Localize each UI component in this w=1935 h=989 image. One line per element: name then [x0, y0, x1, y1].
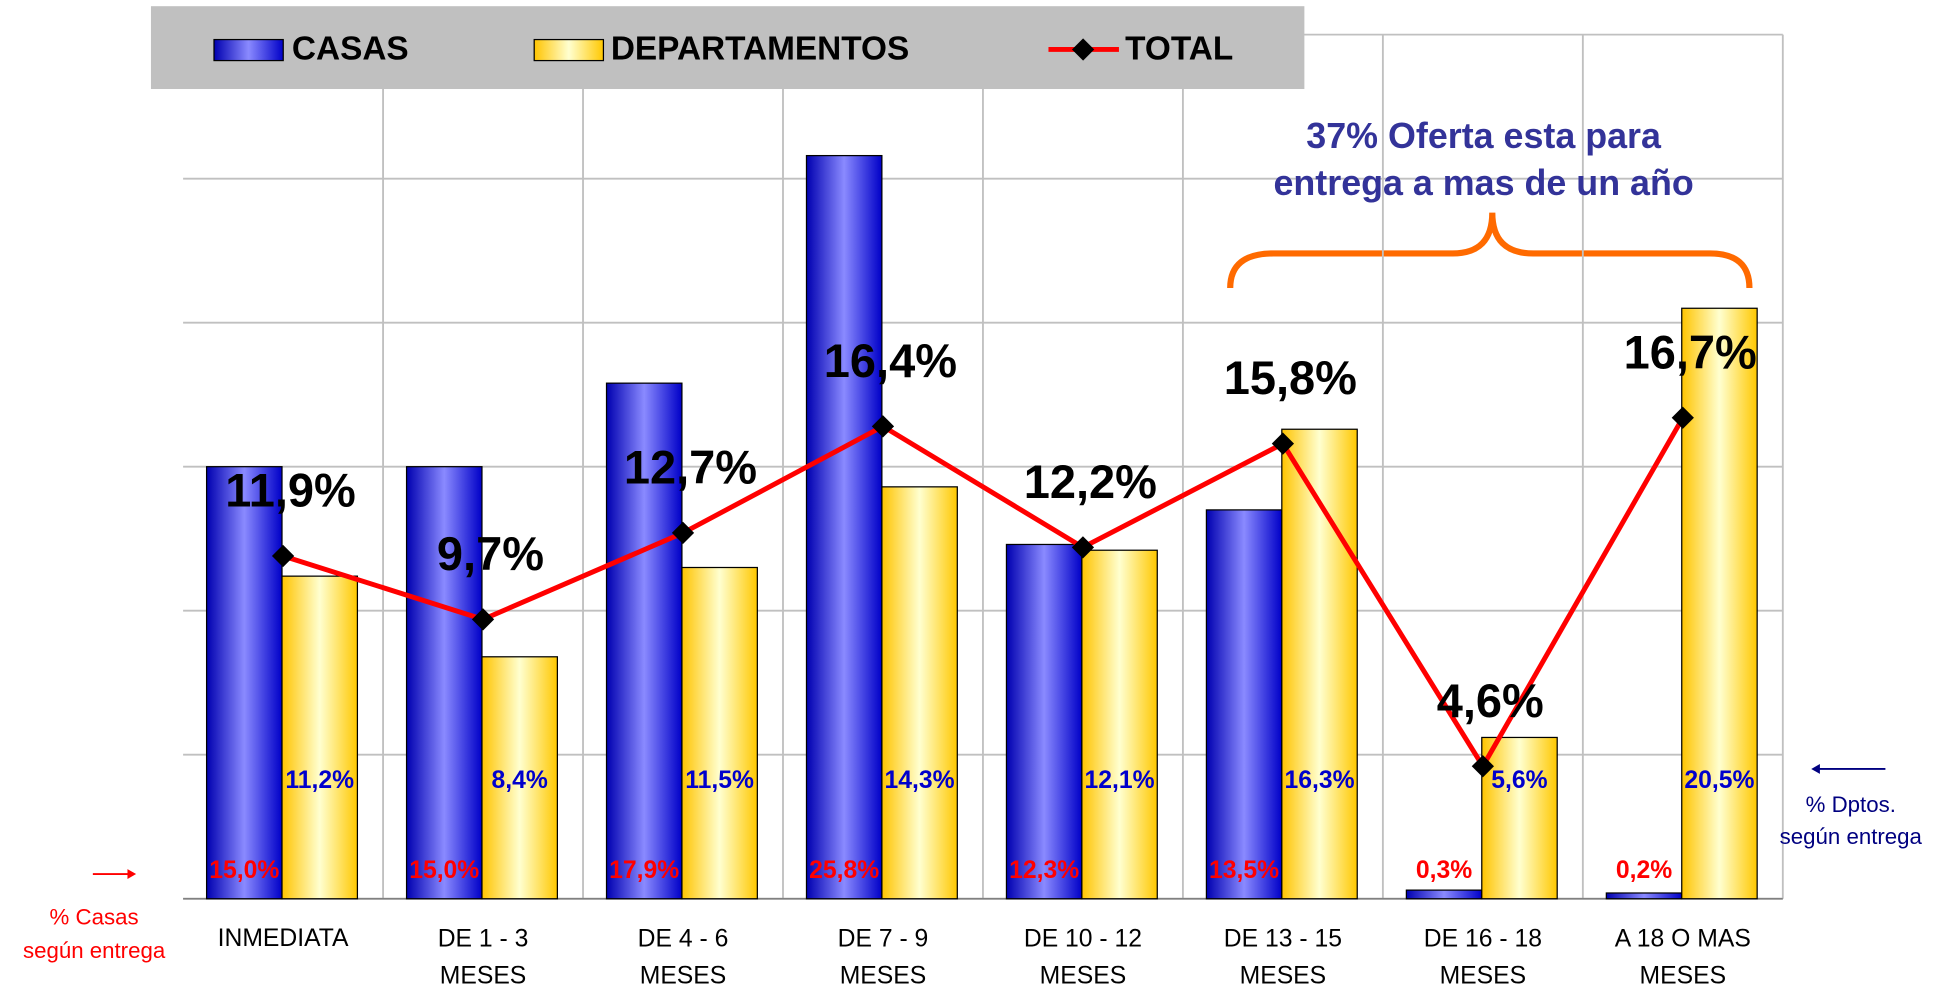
data-label: 12,3%: [1009, 857, 1079, 884]
total-label: 16,4%: [824, 334, 957, 387]
total-label: 11,9%: [225, 464, 356, 517]
bar: [205, 466, 283, 900]
data-label: 12,1%: [1085, 767, 1155, 794]
x-tick-label: DE 16 - 18 MESES: [1424, 925, 1542, 989]
x-tick-label: DE 13 - 15 MESES: [1224, 925, 1342, 989]
total-marker: [1271, 432, 1295, 455]
legend-label: CASAS: [292, 30, 409, 67]
data-label: 15,0%: [409, 857, 479, 884]
legend-swatch: [533, 38, 605, 62]
bar: [1281, 428, 1358, 900]
bar: [1205, 509, 1283, 900]
data-label: 14,3%: [885, 767, 955, 794]
annotation: según entrega: [23, 938, 166, 963]
data-label: 0,2%: [1616, 857, 1672, 884]
data-label: 17,9%: [609, 857, 679, 884]
total-label: 12,2%: [1024, 455, 1157, 508]
bar: [1681, 307, 1758, 900]
legend-label: TOTAL: [1125, 30, 1233, 67]
total-label: 12,7%: [624, 441, 757, 494]
bar: [281, 575, 359, 900]
bar: [1405, 889, 1483, 900]
annotation: entrega a mas de un año: [1273, 163, 1693, 203]
data-label: 0,3%: [1416, 857, 1472, 884]
data-label: 20,5%: [1684, 767, 1754, 794]
bar: [481, 656, 558, 900]
total-line: [282, 416, 1685, 772]
data-label: 11,2%: [285, 767, 354, 794]
bar: [681, 566, 758, 900]
data-label: 8,4%: [491, 767, 547, 794]
total-marker: [1471, 755, 1494, 778]
data-label: 13,5%: [1209, 857, 1279, 884]
total-marker: [671, 521, 695, 545]
bar: [881, 486, 958, 900]
bar: [1005, 543, 1083, 900]
data-label: 16,3%: [1284, 767, 1354, 794]
x-tick-label: DE 10 - 12 MESES: [1024, 925, 1142, 989]
arrow-head: [127, 869, 137, 879]
annotation: % Dptos.: [1806, 792, 1896, 817]
total-marker: [1071, 536, 1095, 559]
data-label: 15,0%: [209, 857, 279, 884]
x-tick-label: DE 7 - 9 MESES: [838, 925, 929, 989]
total-label: 16,7%: [1624, 325, 1757, 378]
total-label: 15,8%: [1224, 351, 1357, 404]
data-label: 5,6%: [1491, 767, 1547, 794]
annotation: 37% Oferta esta para: [1306, 116, 1662, 156]
x-tick-label: DE 4 - 6 MESES: [638, 925, 729, 989]
total-label: 9,7%: [437, 527, 544, 580]
annotation: % Casas: [50, 904, 139, 929]
total-label: 4,6%: [1437, 674, 1544, 727]
brace: [1227, 212, 1753, 289]
arrow-head: [1811, 764, 1820, 774]
x-tick-label: A 18 O MAS MESES: [1615, 925, 1751, 989]
legend-swatch: [213, 38, 284, 62]
legend-marker: [1071, 38, 1095, 61]
x-tick-label: DE 1 - 3 MESES: [438, 925, 529, 989]
bar: [1081, 549, 1158, 900]
x-tick-label: INMEDIATA: [218, 925, 349, 952]
data-label: 25,8%: [809, 857, 879, 884]
total-marker: [871, 415, 895, 438]
data-label: 11,5%: [685, 767, 754, 794]
bar: [805, 154, 883, 900]
bar: [1481, 736, 1558, 900]
bar: [1605, 892, 1683, 900]
annotation: según entrega: [1780, 824, 1923, 849]
legend-label: DEPARTAMENTOS: [611, 30, 909, 67]
